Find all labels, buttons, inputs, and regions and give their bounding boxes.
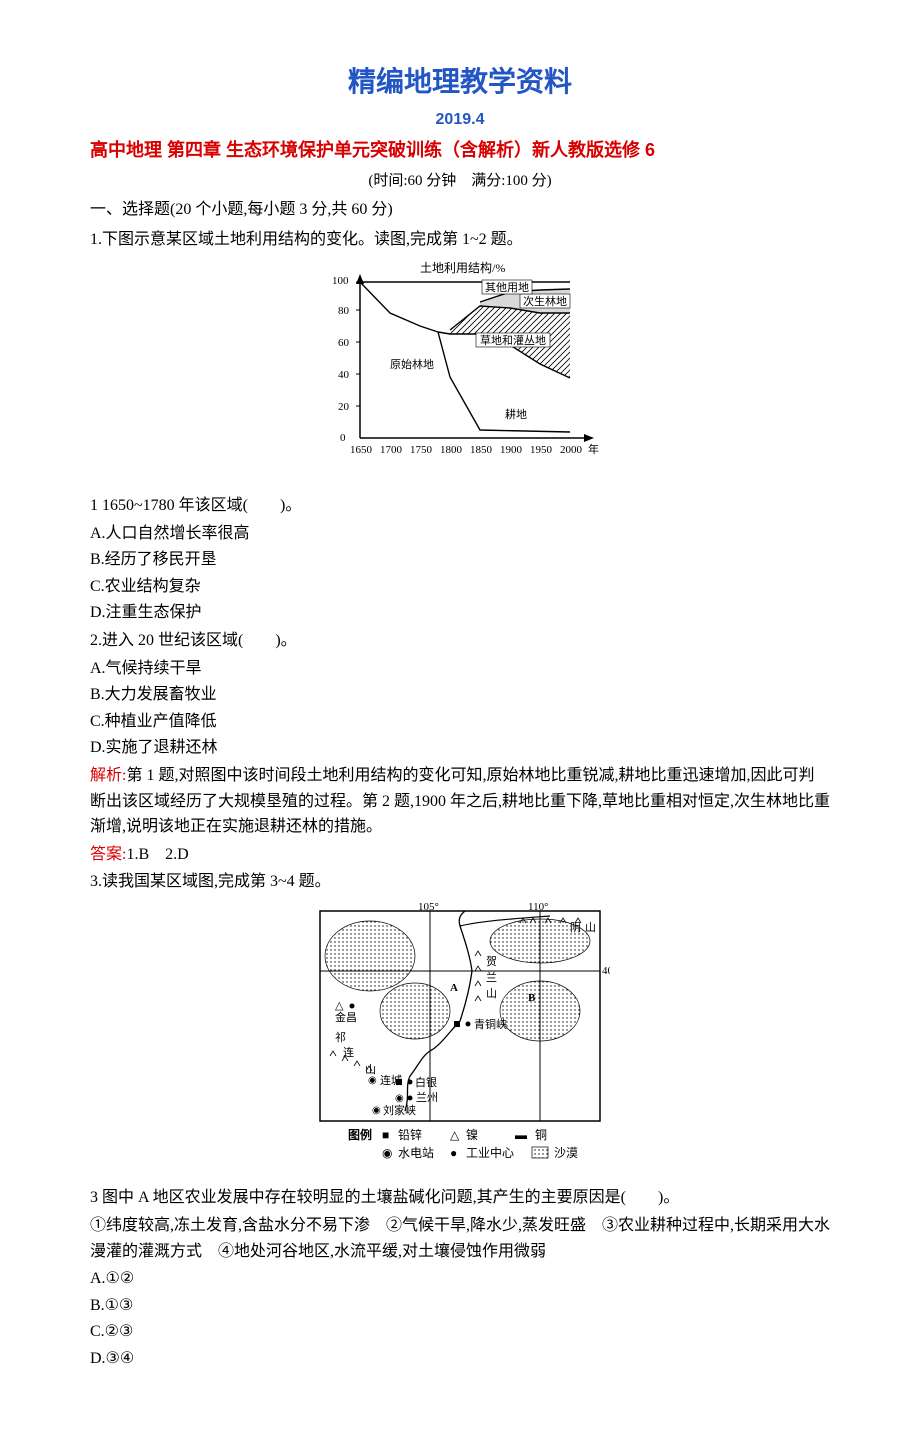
svg-text:60: 60	[338, 337, 350, 349]
q1-sub2-D: D.实施了退耕还林	[90, 735, 830, 761]
svg-text:山: 山	[585, 921, 596, 934]
svg-text:1900: 1900	[500, 444, 523, 456]
svg-text:◉: ◉	[368, 1075, 377, 1086]
svg-text:◉: ◉	[395, 1093, 404, 1104]
q1-sub2-stem: 2.进入 20 世纪该区域( )。	[90, 628, 830, 654]
q1-answer: 答案:1.B 2.D	[90, 842, 830, 868]
q1-sub2-B: B.大力发展畜牧业	[90, 682, 830, 708]
q3-map: 105° 110° 40° 阴 山 贺 兰 山	[90, 901, 830, 1180]
svg-text:△: △	[450, 1128, 460, 1142]
q3-sub3-B: B.①③	[90, 1293, 830, 1319]
svg-text:2000: 2000	[560, 444, 583, 456]
time-score: (时间:60 分钟 满分:100 分)	[90, 169, 830, 193]
svg-text:1750: 1750	[410, 444, 433, 456]
svg-text:连: 连	[343, 1046, 354, 1059]
svg-text:△: △	[335, 1000, 344, 1012]
svg-text:40°: 40°	[602, 965, 610, 977]
svg-text:B: B	[528, 992, 536, 1004]
q1-chart: 土地利用结构/% 0 20 40 60 80 100 1650 1700 175…	[90, 258, 830, 487]
chart-title: 土地利用结构/%	[420, 260, 505, 275]
svg-text:铅锌: 铅锌	[398, 1128, 422, 1142]
q1-analysis: 解析:第 1 题,对照图中该时间段土地利用结构的变化可知,原始林地比重锐减,耕地…	[90, 763, 830, 840]
svg-text:青铜峡: 青铜峡	[474, 1017, 507, 1031]
svg-text:20: 20	[338, 401, 350, 413]
svg-text:1950: 1950	[530, 444, 553, 456]
svg-text:沙漠: 沙漠	[554, 1146, 578, 1160]
svg-text:原始林地: 原始林地	[390, 357, 434, 371]
svg-text:80: 80	[338, 305, 350, 317]
svg-text:■: ■	[382, 1128, 389, 1142]
q1-sub1-stem: 1 1650~1780 年该区域( )。	[90, 493, 830, 519]
svg-text:工业中心: 工业中心	[466, 1145, 514, 1160]
svg-text:金昌: 金昌	[335, 1010, 357, 1024]
analysis-text: 第 1 题,对照图中该时间段土地利用结构的变化可知,原始林地比重锐减,耕地比重迅…	[90, 767, 830, 835]
svg-text:110°: 110°	[528, 901, 549, 913]
q1-sub1-B: B.经历了移民开垦	[90, 547, 830, 573]
svg-text:阴: 阴	[570, 921, 581, 934]
svg-text:1850: 1850	[470, 444, 493, 456]
svg-text:1800: 1800	[440, 444, 463, 456]
svg-text:耕地: 耕地	[505, 407, 527, 421]
svg-text:贺: 贺	[486, 955, 497, 968]
section-heading: 一、选择题(20 个小题,每小题 3 分,共 60 分)	[90, 197, 830, 223]
q3-sub3-D: D.③④	[90, 1346, 830, 1372]
svg-text:0: 0	[340, 432, 346, 444]
svg-text:◉: ◉	[382, 1146, 392, 1160]
svg-text:图例: 图例	[348, 1127, 372, 1142]
svg-text:刘家峡: 刘家峡	[383, 1103, 416, 1117]
q1-stem: 1.下图示意某区域土地利用结构的变化。读图,完成第 1~2 题。	[90, 227, 830, 253]
svg-text:山: 山	[486, 987, 497, 1000]
q3-sub3-A: A.①②	[90, 1266, 830, 1292]
svg-text:铜: 铜	[535, 1127, 547, 1142]
svg-text:40: 40	[338, 369, 350, 381]
q1-sub2-A: A.气候持续干旱	[90, 656, 830, 682]
sub-title: 高中地理 第四章 生态环境保护单元突破训练（含解析）新人教版选修 6	[90, 136, 830, 165]
q3-sub3-choices: ①纬度较高,冻土发育,含盐水分不易下渗 ②气候干旱,降水少,蒸发旺盛 ③农业耕种…	[90, 1213, 830, 1264]
q1-sub1-D: D.注重生态保护	[90, 600, 830, 626]
svg-text:▬: ▬	[515, 1128, 527, 1142]
main-title: 精编地理教学资料	[90, 60, 830, 105]
answer-label: 答案:	[90, 846, 126, 863]
q1-sub1-A: A.人口自然增长率很高	[90, 521, 830, 547]
svg-text:草地和灌丛地: 草地和灌丛地	[480, 334, 546, 347]
date-line: 2019.4	[90, 107, 830, 133]
svg-text:1650: 1650	[350, 444, 373, 456]
q3-sub3-C: C.②③	[90, 1319, 830, 1345]
svg-text:兰州: 兰州	[416, 1091, 438, 1104]
svg-text:●: ●	[450, 1146, 457, 1160]
answer-text: 1.B 2.D	[126, 846, 188, 863]
svg-text:兰: 兰	[486, 971, 497, 984]
svg-text:白银: 白银	[415, 1075, 437, 1089]
svg-text:105°: 105°	[418, 901, 439, 913]
q1-sub2-C: C.种植业产值降低	[90, 709, 830, 735]
svg-text:1700: 1700	[380, 444, 403, 456]
q3-sub3-stem: 3 图中 A 地区农业发展中存在较明显的土壤盐碱化问题,其产生的主要原因是( )…	[90, 1185, 830, 1211]
analysis-label: 解析:	[90, 767, 126, 784]
svg-text:A: A	[450, 982, 458, 994]
svg-text:祁: 祁	[335, 1030, 346, 1044]
svg-text:年: 年	[588, 442, 599, 456]
svg-text:镍: 镍	[466, 1128, 478, 1142]
svg-text:100: 100	[332, 275, 349, 287]
svg-text:其他用地: 其他用地	[485, 281, 529, 294]
svg-text:水电站: 水电站	[398, 1146, 434, 1160]
q3-stem: 3.读我国某区域图,完成第 3~4 题。	[90, 869, 830, 895]
svg-text:◉: ◉	[372, 1105, 381, 1116]
svg-text:次生林地: 次生林地	[523, 294, 567, 308]
q1-sub1-C: C.农业结构复杂	[90, 574, 830, 600]
